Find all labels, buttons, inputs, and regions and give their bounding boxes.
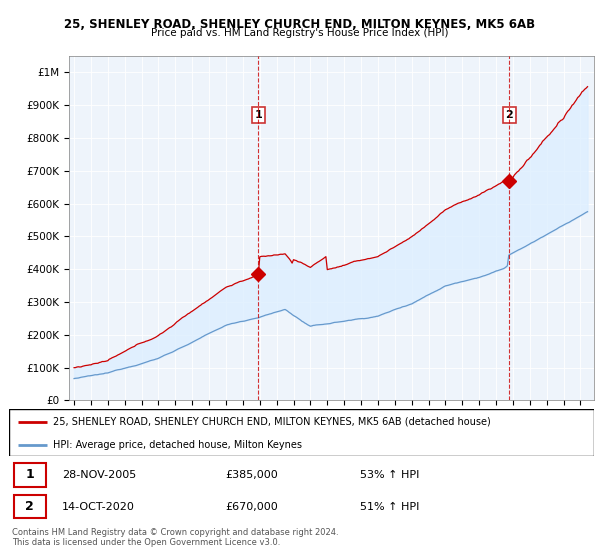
Text: £670,000: £670,000: [226, 502, 278, 511]
Text: 1: 1: [25, 469, 34, 482]
Text: £385,000: £385,000: [226, 470, 278, 480]
Text: Contains HM Land Registry data © Crown copyright and database right 2024.
This d: Contains HM Land Registry data © Crown c…: [12, 528, 338, 547]
Text: 25, SHENLEY ROAD, SHENLEY CHURCH END, MILTON KEYNES, MK5 6AB: 25, SHENLEY ROAD, SHENLEY CHURCH END, MI…: [64, 18, 536, 31]
Text: 51% ↑ HPI: 51% ↑ HPI: [360, 502, 419, 511]
Bar: [14, 463, 46, 487]
Bar: [14, 494, 46, 519]
Text: 1: 1: [254, 110, 262, 120]
Text: 28-NOV-2005: 28-NOV-2005: [62, 470, 136, 480]
Text: 2: 2: [506, 110, 514, 120]
Text: 2: 2: [25, 500, 34, 513]
Text: 25, SHENLEY ROAD, SHENLEY CHURCH END, MILTON KEYNES, MK5 6AB (detached house): 25, SHENLEY ROAD, SHENLEY CHURCH END, MI…: [53, 417, 491, 427]
Text: Price paid vs. HM Land Registry's House Price Index (HPI): Price paid vs. HM Land Registry's House …: [151, 28, 449, 38]
Text: 14-OCT-2020: 14-OCT-2020: [62, 502, 134, 511]
Text: HPI: Average price, detached house, Milton Keynes: HPI: Average price, detached house, Milt…: [53, 440, 302, 450]
Text: 53% ↑ HPI: 53% ↑ HPI: [360, 470, 419, 480]
